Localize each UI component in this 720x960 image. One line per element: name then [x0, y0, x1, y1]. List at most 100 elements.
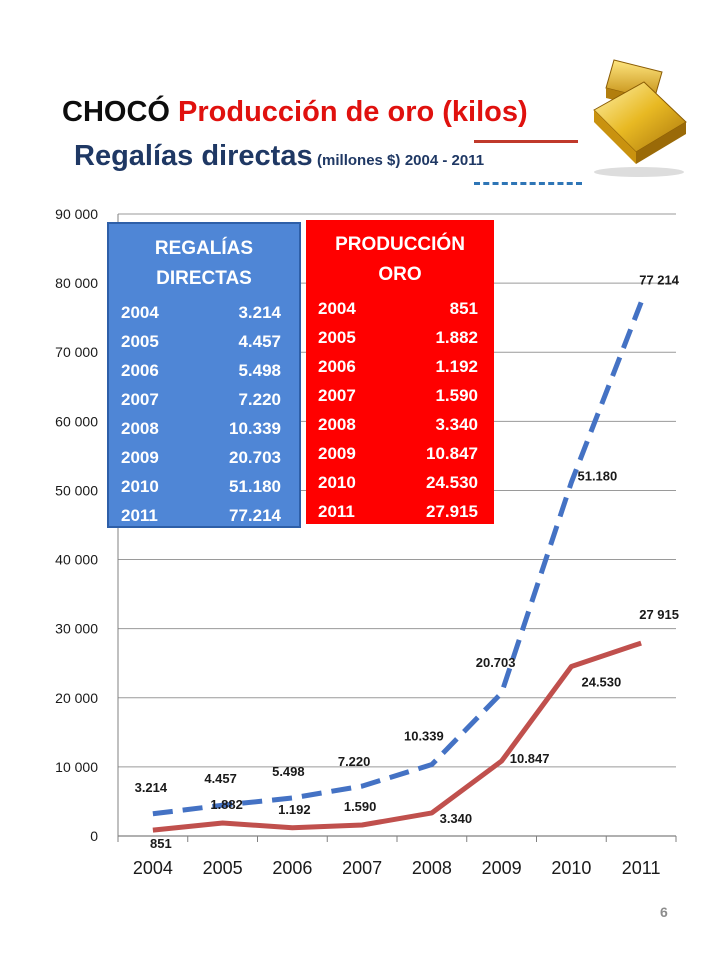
row-value: 77.214 [229, 506, 281, 525]
produccion-data-label: 24.530 [581, 674, 621, 689]
row-year: 2005 [121, 332, 159, 351]
produccion-line [152, 640, 642, 833]
royalties-box-title-1: REGALÍAS [154, 238, 254, 259]
x-tick-label: 2007 [342, 858, 382, 878]
title-royalties: Regalías directas [74, 140, 313, 172]
row-value: 1.590 [435, 386, 478, 405]
regalias-data-label: 77 214 [639, 272, 680, 287]
row-value: 3.340 [435, 415, 478, 434]
royalties-box-title: REGALÍAS DIRECTAS [109, 234, 299, 294]
regalias-box-row: 2009 20.703 [109, 443, 299, 472]
x-tick-label: 2006 [272, 858, 312, 878]
row-year: 2010 [121, 477, 159, 496]
royalties-box-rows: 2004 3.214 2005 4.457 2006 5.498 2007 7.220 2008… [109, 298, 299, 530]
y-tick-label: 60 000 [55, 413, 98, 429]
produccion-box-row: 2008 3.340 [306, 410, 494, 439]
row-year: 2008 [121, 419, 159, 438]
produccion-box-row: 2006 1.192 [306, 352, 494, 381]
produccion-data-label: 1.882 [210, 797, 243, 812]
production-legend-line [474, 140, 578, 143]
x-tick-label: 2005 [203, 858, 243, 878]
row-year: 2004 [121, 303, 159, 322]
regalias-data-label: 51.180 [577, 468, 617, 483]
x-tick-label: 2011 [622, 858, 661, 878]
row-value: 7.220 [238, 390, 281, 409]
y-tick-label: 70 000 [55, 344, 98, 360]
regalias-data-label: 7.220 [338, 754, 371, 769]
row-value: 10.847 [426, 444, 478, 463]
y-tick-label: 10 000 [55, 759, 98, 775]
row-year: 2006 [121, 361, 159, 380]
produccion-data-label: 851 [150, 836, 172, 851]
row-value: 27.915 [426, 502, 478, 521]
row-value: 24.530 [426, 473, 478, 492]
row-value: 4.457 [238, 332, 281, 351]
row-value: 1.192 [435, 357, 478, 376]
produccion-box-row: 2005 1.882 [306, 323, 494, 352]
y-tick-label: 50 000 [55, 482, 98, 498]
produccion-box-row: 2011 27.915 [306, 497, 494, 526]
row-value: 20.703 [229, 448, 281, 467]
y-tick-label: 80 000 [55, 275, 98, 291]
row-year: 2006 [318, 357, 356, 376]
row-year: 2011 [318, 502, 355, 521]
x-axis-ticks: 2004 2005 2006 2007 2008 2009 2010 2011 [117, 836, 677, 878]
regalias-box-row: 2011 77.214 [109, 501, 299, 530]
royalties-data-box: REGALÍAS DIRECTAS 2004 3.214 2005 4.457 2006… [107, 222, 301, 528]
produccion-box-row: 2010 24.530 [306, 468, 494, 497]
row-value: 5.498 [238, 361, 281, 380]
title-production: Producción de oro (kilos) [178, 96, 528, 128]
title-line-2: Regalías directas (millones $) 2004 - 20… [74, 140, 484, 173]
production-box-title-2: ORO [378, 264, 422, 285]
row-value: 3.214 [238, 303, 281, 322]
produccion-data-label: 1.192 [278, 802, 311, 817]
regalias-data-label: 20.703 [476, 655, 516, 670]
row-year: 2009 [121, 448, 159, 467]
regalias-box-row: 2007 7.220 [109, 385, 299, 414]
regalias-box-row: 2005 4.457 [109, 327, 299, 356]
row-year: 2005 [318, 328, 356, 347]
regalias-line [152, 301, 644, 817]
x-tick-label: 2004 [133, 858, 173, 878]
row-year: 2004 [318, 299, 356, 318]
row-year: 2011 [121, 506, 158, 525]
row-year: 2008 [318, 415, 356, 434]
produccion-box-row: 2009 10.847 [306, 439, 494, 468]
regalias-data-label: 10.339 [404, 729, 444, 744]
produccion-data-label: 1.590 [344, 799, 377, 814]
regalias-box-row: 2006 5.498 [109, 356, 299, 385]
y-tick-label: 30 000 [55, 621, 98, 637]
regalias-data-label: 4.457 [204, 771, 237, 786]
row-value: 10.339 [229, 419, 281, 438]
y-tick-label: 40 000 [55, 552, 98, 568]
produccion-box-row: 2007 1.590 [306, 381, 494, 410]
production-box-rows: 2004 851 2005 1.882 2006 1.192 2007 1.590 2008 3.… [306, 294, 494, 526]
royalties-legend-line [474, 182, 582, 185]
royalties-box-title-2: DIRECTAS [156, 268, 252, 289]
data-labels: 3.214 4.457 5.498 7.220 10.339 20.703 51.180 77… [135, 272, 680, 851]
y-tick-label: 20 000 [55, 690, 98, 706]
y-tick-label: 0 [90, 828, 98, 844]
gold-bars-icon [593, 59, 687, 177]
regalias-box-row: 2004 3.214 [109, 298, 299, 327]
page-number: 6 [660, 904, 668, 920]
produccion-data-label: 3.340 [440, 811, 473, 826]
production-box-title-1: PRODUCCIÓN [335, 234, 465, 255]
regalias-box-row: 2010 51.180 [109, 472, 299, 501]
row-value: 51.180 [229, 477, 281, 496]
production-data-box: PRODUCCIÓN ORO 2004 851 2005 1.882 2006 1.192… [306, 220, 494, 524]
row-year: 2007 [318, 386, 356, 405]
row-year: 2009 [318, 444, 356, 463]
row-year: 2007 [121, 390, 159, 409]
y-axis-ticks: 0 10 000 20 000 30 000 40 000 50 000 60 000 70 … [55, 206, 98, 844]
regalias-data-label: 3.214 [135, 780, 168, 795]
x-tick-label: 2008 [412, 858, 452, 878]
regalias-data-label: 5.498 [272, 764, 305, 779]
title-line-1: CHOCÓ Producción de oro (kilos) [62, 96, 528, 129]
row-value: 851 [449, 299, 478, 318]
production-box-title: PRODUCCIÓN ORO [306, 230, 494, 290]
x-tick-label: 2009 [482, 858, 522, 878]
x-tick-label: 2010 [551, 858, 591, 878]
regalias-box-row: 2008 10.339 [109, 414, 299, 443]
